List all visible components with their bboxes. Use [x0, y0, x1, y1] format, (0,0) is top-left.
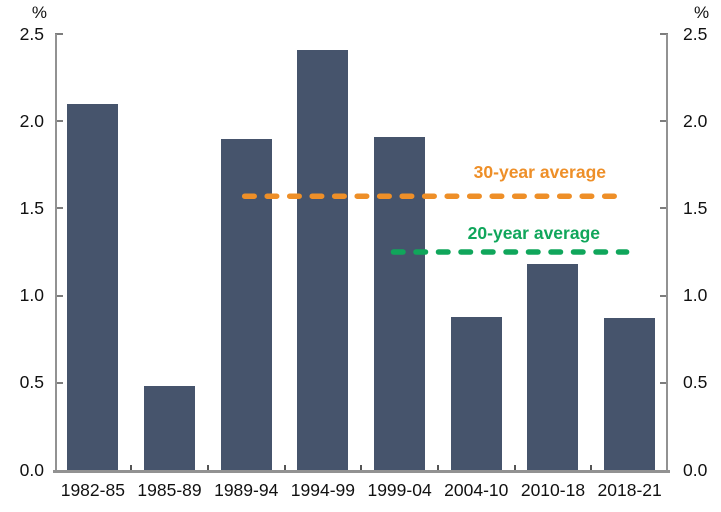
bar-1994-99 — [297, 49, 349, 470]
y-axis-label-left: 2.0 — [19, 110, 44, 131]
bar-1989-94 — [220, 138, 272, 470]
x-tickmark — [436, 464, 439, 470]
y-tickmark-right — [660, 294, 668, 297]
y-axis-right-line — [666, 34, 668, 472]
x-tickmark — [513, 464, 516, 470]
y-tickmark-right — [660, 381, 668, 384]
y-tickmark-left — [54, 294, 63, 297]
x-axis-label-1994-99: 1994-99 — [290, 480, 356, 500]
right-axis-unit-label: % — [694, 3, 710, 22]
y-tickmark-right — [660, 207, 668, 210]
y-axis-label-left: 1.0 — [19, 285, 44, 306]
y-axis-label-right: 0.5 — [683, 372, 708, 393]
x-axis-label-1982-85: 1982-85 — [60, 480, 125, 500]
y-tickmark-left — [54, 120, 63, 123]
bar-1985-89 — [144, 386, 196, 470]
y-axis-label-right: 2.0 — [683, 110, 708, 131]
y-tickmark-left — [54, 207, 63, 210]
y-tickmark-right — [660, 120, 668, 123]
bar-2018-21 — [604, 318, 656, 470]
bar-1999-04 — [374, 136, 426, 470]
y-axis-label-left: 0.0 — [19, 459, 44, 480]
x-axis-label-2004-10: 2004-10 — [444, 480, 509, 500]
x-tickmark — [283, 464, 286, 470]
y-axis-left-line — [54, 34, 57, 472]
y-axis-label-right: 1.0 — [683, 285, 708, 306]
y-axis-label-left: 1.5 — [19, 197, 44, 218]
x-axis-label-2010-18: 2010-18 — [520, 480, 586, 500]
y-tickmark-right — [660, 33, 668, 35]
left-axis-unit-label: % — [31, 3, 47, 22]
x-tickmark — [130, 464, 133, 470]
20-year-average-label: 20-year average — [467, 223, 600, 243]
bar-1982-85 — [67, 103, 119, 470]
x-tickmark — [590, 464, 593, 470]
x-axis-label-1999-04: 1999-04 — [367, 480, 432, 500]
bar-2004-10 — [450, 316, 502, 470]
y-axis-label-left: 2.5 — [19, 23, 44, 44]
x-tickmark — [206, 464, 209, 470]
x-axis-label-1989-94: 1989-94 — [214, 480, 279, 500]
x-axis-label-2018-21: 2018-21 — [597, 480, 662, 500]
y-axis-label-left: 0.5 — [19, 372, 44, 393]
30-year-average-label: 30-year average — [473, 162, 606, 182]
y-tickmark-left — [54, 33, 63, 35]
bar-2010-18 — [527, 264, 579, 470]
y-tickmark-left — [54, 381, 63, 384]
y-axis-label-right: 2.5 — [683, 23, 708, 44]
x-axis-label-1985-89: 1985-89 — [137, 480, 202, 500]
x-tickmark — [360, 464, 363, 470]
x-axis-line — [53, 470, 670, 473]
y-axis-label-right: 0.0 — [683, 459, 708, 480]
y-axis-label-right: 1.5 — [683, 197, 708, 218]
